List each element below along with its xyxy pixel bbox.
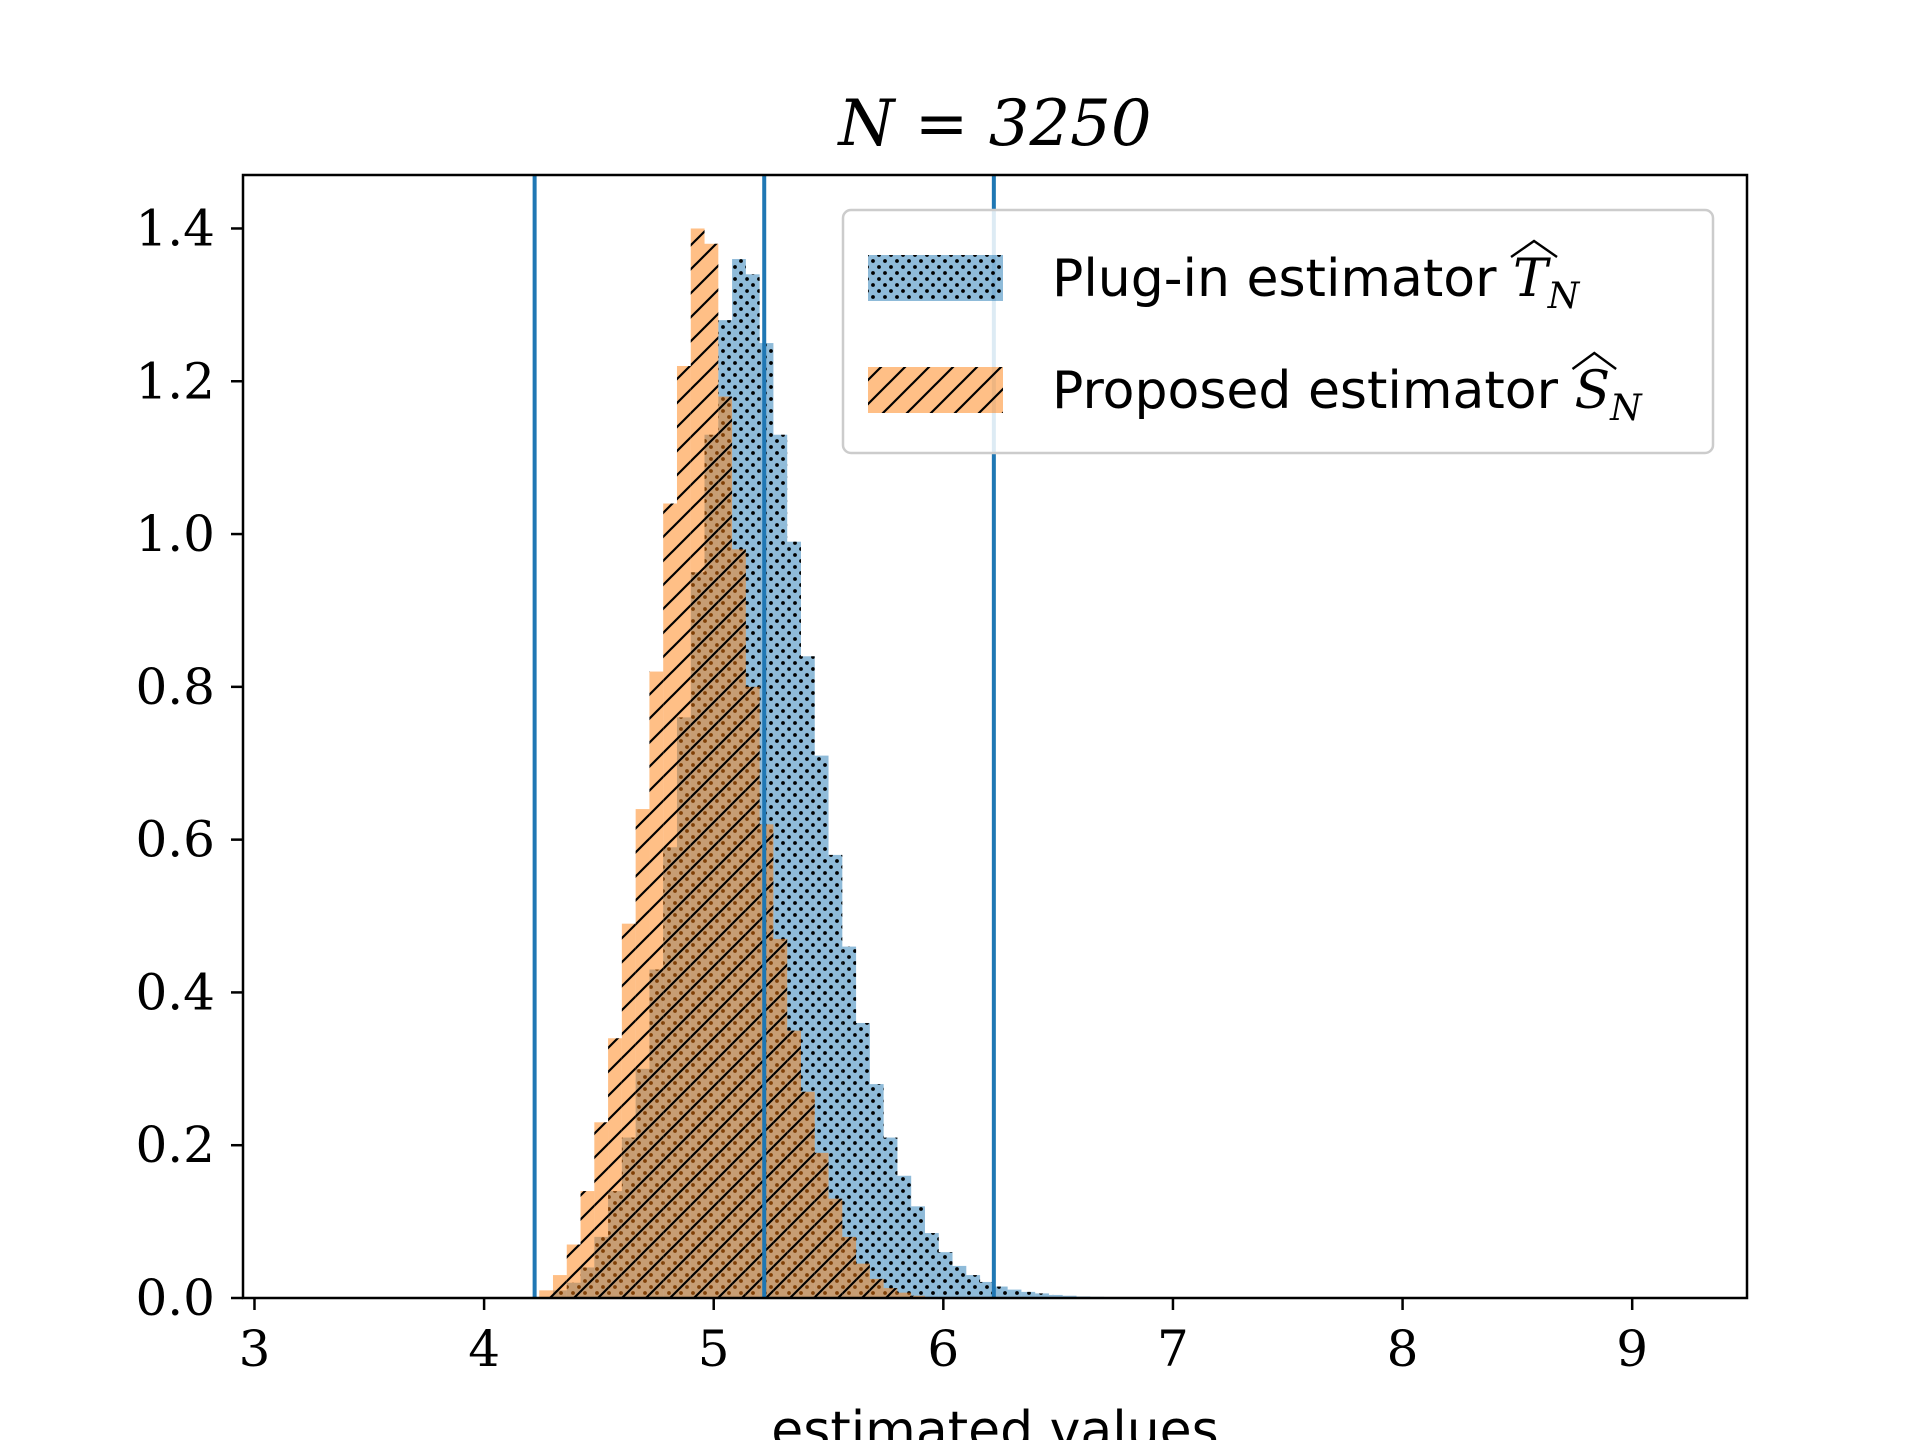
- histogram-bar-hatch: [1007, 1289, 1022, 1298]
- histogram-bar-hatch: [759, 824, 774, 1298]
- histogram-bar-hatch: [566, 1244, 581, 1298]
- histogram-bar-hatch: [773, 938, 788, 1298]
- histogram-bar-hatch: [1021, 1291, 1036, 1298]
- x-tick-label: 9: [1616, 1320, 1648, 1378]
- histogram-bar-hatch: [635, 809, 650, 1298]
- histogram-bar-hatch: [869, 1278, 884, 1298]
- x-tick-label: 5: [698, 1320, 730, 1378]
- histogram-bar-hatch: [924, 1233, 939, 1298]
- histogram-bar-hatch: [718, 396, 733, 1298]
- legend: Plug-in estimator TN Proposed estimator S…: [841, 208, 1715, 455]
- histogram-bar-hatch: [814, 1152, 829, 1298]
- histogram-bar-hatch: [704, 243, 719, 1298]
- histogram-bar-hatch: [787, 1030, 801, 1298]
- histogram-bar-hatch: [952, 1265, 967, 1298]
- x-tick-label: 7: [1157, 1320, 1189, 1378]
- legend-plugin-label: Plug-in estimator TN: [1052, 249, 1581, 317]
- histogram-bar-hatch: [980, 1281, 994, 1298]
- histogram-bar-hatch: [883, 1137, 898, 1298]
- histogram-bar-hatch: [800, 1091, 815, 1298]
- y-tick-label: 0.2: [135, 1116, 215, 1174]
- y-tick-label: 1.2: [135, 352, 215, 410]
- hat-accent: [1510, 239, 1558, 258]
- x-tick-label: 3: [239, 1320, 271, 1378]
- x-tick-label: 4: [468, 1320, 500, 1378]
- x-tick-label: 6: [927, 1320, 959, 1378]
- y-tick-label: 0.8: [135, 658, 215, 716]
- y-tick-label: 0.4: [135, 963, 215, 1021]
- histogram-bar-hatch: [993, 1286, 1008, 1298]
- histogram-bar-hatch: [649, 671, 664, 1298]
- histogram-bar-hatch: [608, 1038, 622, 1298]
- y-tick-label: 1.0: [135, 505, 215, 563]
- histogram-bar-hatch: [594, 1122, 609, 1298]
- histogram-bar-hatch: [580, 1191, 595, 1298]
- histogram-bar-hatch: [1035, 1293, 1049, 1298]
- histogram-bar-hatch: [621, 923, 636, 1298]
- y-tick-label: 0.6: [135, 811, 215, 869]
- histogram-bar-hatch: [676, 365, 691, 1298]
- histogram-bar-hatch: [869, 1084, 884, 1298]
- histogram-bar-hatch: [897, 1175, 912, 1298]
- legend-proposed-label: Proposed estimator SN: [1052, 361, 1643, 429]
- histogram-bar-hatch: [828, 1198, 843, 1298]
- histogram-bar-hatch: [938, 1252, 953, 1298]
- y-tick-label: 0.0: [135, 1269, 215, 1327]
- histogram-bar-hatch: [663, 503, 677, 1298]
- legend-frame: [841, 208, 1715, 455]
- histogram-bar-hatch: [856, 1022, 870, 1298]
- histogram-bar-hatch: [1048, 1294, 1063, 1298]
- histogram-bar-hatch: [828, 854, 843, 1298]
- chart-title: N = 3250: [836, 87, 1151, 161]
- hat-accent: [1571, 351, 1617, 370]
- histogram-bar-hatch: [842, 946, 857, 1298]
- x-axis-label: estimated values: [771, 1401, 1218, 1440]
- y-tick-label: 1.4: [135, 199, 215, 257]
- histogram-bar-hatch: [966, 1275, 981, 1298]
- legend-plugin-swatch-hatch: [868, 255, 1003, 301]
- histogram-bar-hatch: [883, 1288, 898, 1298]
- x-tick-label: 8: [1387, 1320, 1419, 1378]
- histogram-bar-hatch: [911, 1206, 925, 1298]
- histogram-bar-hatch: [539, 1290, 553, 1298]
- plot-area-frame: [241, 173, 1749, 1300]
- histogram-bar-hatch: [842, 1236, 857, 1298]
- histogram-bar-hatch: [690, 228, 705, 1298]
- histogram-bar-hatch: [856, 1263, 870, 1298]
- histogram-bar-hatch: [732, 549, 746, 1298]
- histogram-bar-hatch: [552, 1275, 567, 1298]
- histogram-bar-hatch: [897, 1292, 912, 1298]
- histogram-bar-hatch: [745, 686, 760, 1298]
- series-proposed-estimator-bars: [539, 228, 939, 1298]
- legend-proposed-swatch-hatch: [868, 367, 1003, 413]
